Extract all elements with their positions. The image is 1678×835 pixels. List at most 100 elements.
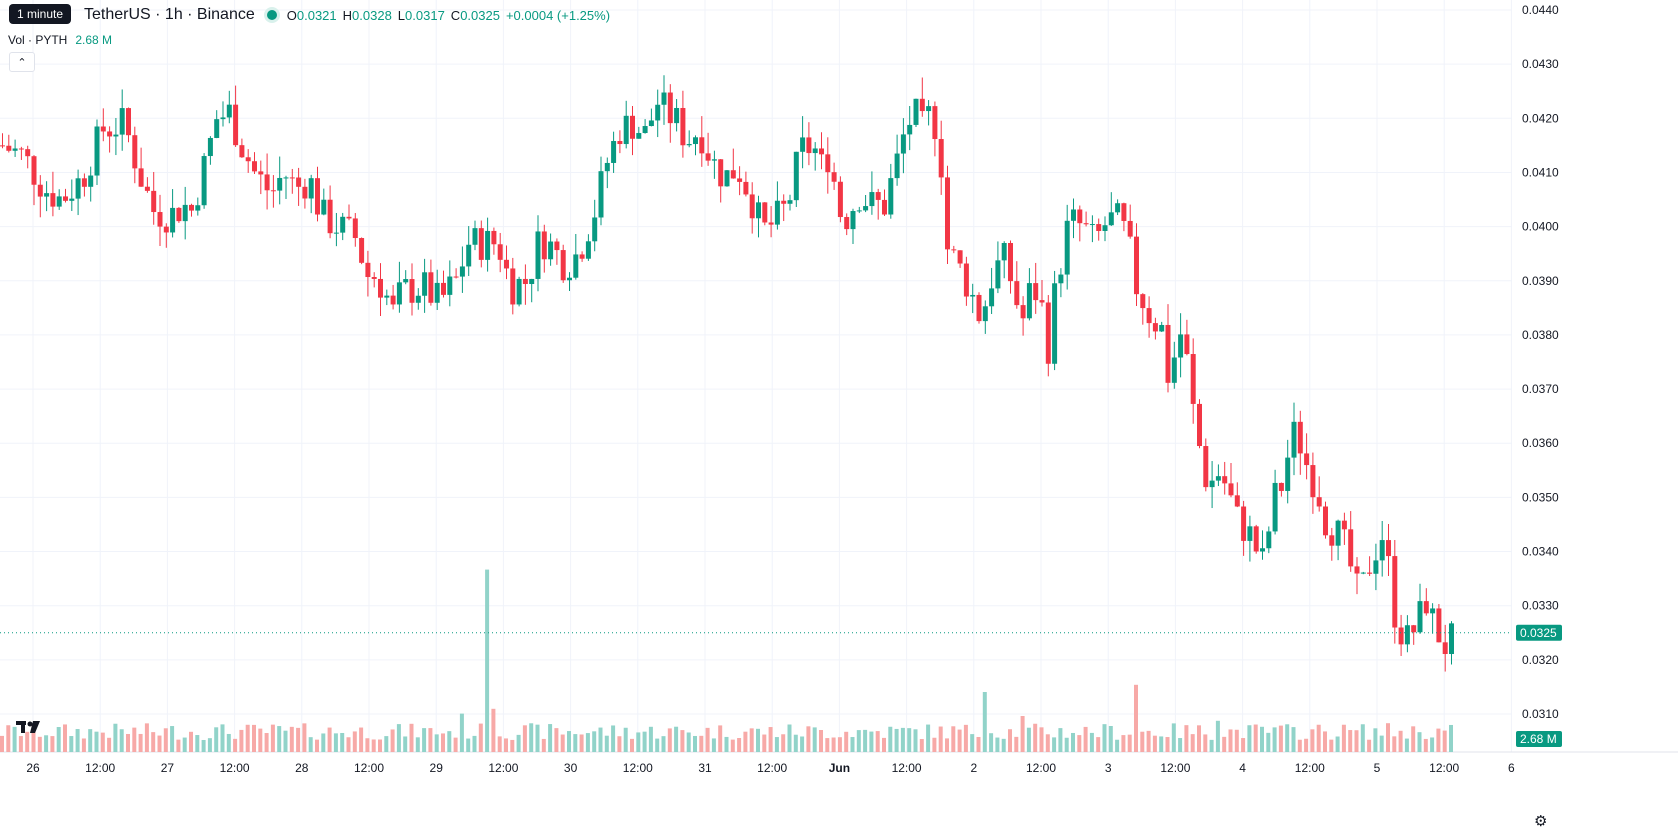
volume-bar: [504, 738, 508, 752]
candle-body: [1001, 243, 1007, 261]
candle-body: [963, 263, 969, 297]
volume-bar: [1077, 735, 1082, 752]
volume-bar: [1329, 739, 1334, 752]
candle-body: [485, 230, 491, 260]
candle-body: [1171, 357, 1177, 383]
time-axis[interactable]: 26 12:00 27 12:00 28 12:00 29 12:00 30 12:00 31 12:…: [26, 761, 1515, 775]
close-label: C: [450, 7, 461, 23]
symbol-title[interactable]: TetherUS · 1h · Binance: [84, 6, 255, 23]
candle-body: [1052, 283, 1058, 364]
volume-bar: [415, 737, 420, 752]
volume-bar: [938, 726, 943, 752]
volume-bar: [611, 725, 616, 752]
volume-bar: [1241, 738, 1246, 752]
ohlc-values: O0.0321 H0.0328 L0.0317 C0.0325 +0.0004 …: [287, 8, 610, 23]
volume-bar: [296, 727, 301, 752]
candle-body: [718, 159, 724, 187]
volume-bar: [25, 731, 30, 752]
candle-body: [107, 131, 113, 137]
volume-bar: [1411, 726, 1416, 752]
volume-bar: [667, 728, 672, 752]
volume-bar: [220, 724, 225, 752]
candle-body: [957, 250, 963, 264]
candle-body: [270, 190, 276, 192]
candle-body: [510, 268, 516, 305]
candle-body: [875, 192, 881, 200]
high-value: 0.0328: [352, 7, 392, 23]
tradingview-logo-icon[interactable]: [14, 713, 44, 739]
open-value: 0.0321: [296, 7, 337, 23]
volume-bar: [743, 731, 748, 752]
time-tick-label: 28: [295, 761, 309, 775]
volume-bar: [195, 735, 200, 752]
candle-body: [724, 170, 730, 187]
candle-body: [781, 200, 787, 204]
volume-bar: [485, 569, 490, 752]
volume-bar: [258, 728, 263, 752]
volume-bar: [63, 724, 67, 752]
volume-bar: [1234, 729, 1239, 752]
volume-bar: [800, 736, 805, 752]
volume-bar: [1165, 737, 1170, 752]
volume-bar: [1171, 723, 1176, 752]
price-tick-label: 0.0430: [1522, 57, 1559, 71]
volume-bar: [535, 724, 540, 752]
volume-bar: [1140, 731, 1145, 752]
volume-bar: [277, 726, 282, 752]
volume-bar: [837, 737, 842, 752]
volume-bar: [592, 731, 597, 752]
volume-bar: [189, 731, 193, 752]
candle-body: [504, 259, 509, 269]
candle-body: [472, 228, 478, 245]
volume-bar: [1228, 729, 1233, 752]
price-axis[interactable]: 0.0440 0.0430 0.0420 0.0410 0.0400 0.0390 0.03…: [1522, 3, 1559, 721]
price-tick-label: 0.0420: [1522, 111, 1559, 125]
volume-bar: [1026, 727, 1031, 752]
volume-bar: [963, 724, 968, 752]
candle-body: [516, 278, 522, 305]
price-tick-label: 0.0380: [1522, 328, 1559, 342]
candle-body: [1026, 283, 1032, 319]
candle-body: [699, 137, 705, 154]
volume-bar: [157, 735, 162, 752]
volume-bar: [132, 727, 137, 752]
candle-body: [195, 205, 201, 211]
collapse-legend-button[interactable]: ⌃: [9, 52, 35, 72]
candle-body: [1360, 572, 1366, 574]
candle-body: [1014, 281, 1020, 306]
candle-body: [806, 137, 812, 154]
volume-legend[interactable]: Vol · PYTH 2.68 M: [8, 33, 112, 47]
volume-bar: [774, 737, 779, 752]
candle-body: [346, 216, 352, 219]
volume-bar: [403, 736, 408, 752]
volume-bar: [1354, 730, 1359, 752]
candle-body: [81, 178, 87, 187]
candle-body: [705, 153, 711, 161]
candle-body: [447, 276, 453, 295]
volume-bar: [1430, 737, 1435, 752]
candle-body: [1140, 294, 1146, 309]
candle-body: [214, 119, 220, 138]
volume-bar: [422, 728, 427, 752]
volume-bar: [182, 737, 187, 752]
candle-body: [680, 107, 686, 146]
candle-body: [277, 177, 283, 191]
candle-body: [573, 254, 579, 278]
volume-bar: [768, 727, 773, 752]
gear-icon[interactable]: ⚙: [1534, 813, 1548, 830]
candle-body: [1234, 495, 1240, 507]
candle-body: [1247, 526, 1253, 541]
candle-body: [1215, 476, 1221, 481]
volume-bar: [598, 727, 603, 752]
candle-body: [264, 174, 270, 191]
candle-body: [132, 135, 138, 169]
candle-body: [50, 193, 56, 207]
candle-body: [1033, 283, 1039, 301]
price-tick-label: 0.0400: [1522, 220, 1559, 234]
candle-body: [371, 277, 377, 279]
volume-bar: [516, 734, 521, 752]
candle-body: [850, 211, 856, 230]
volume-bar: [252, 724, 256, 752]
volume-bar: [1247, 725, 1252, 752]
